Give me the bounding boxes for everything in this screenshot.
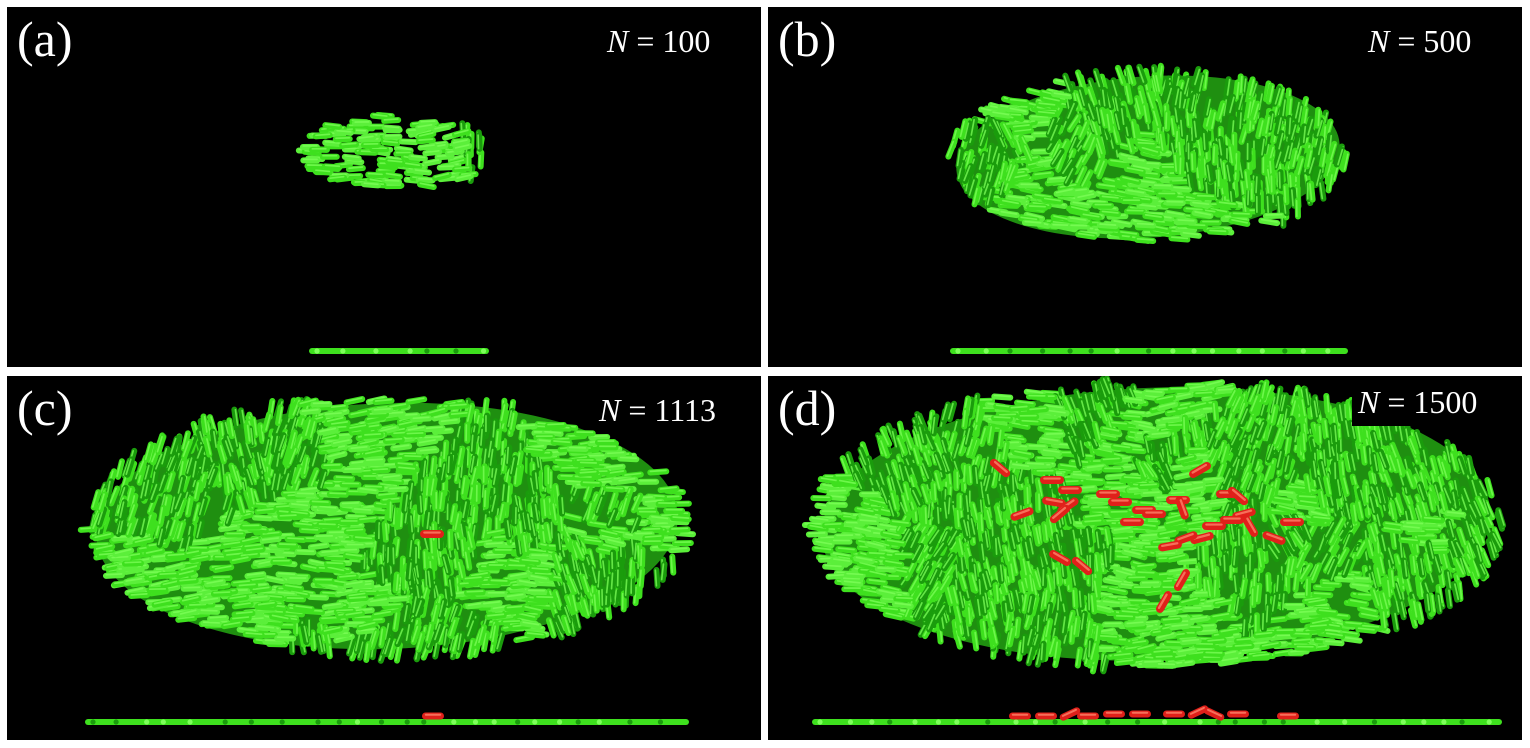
colony-render-d xyxy=(801,376,1507,725)
n-count-label-a: N = 100 xyxy=(607,23,711,59)
colony-render-b xyxy=(945,62,1350,354)
n-count-label-c: N = 1113 xyxy=(599,392,717,428)
panel-c: (c) N = 1113 xyxy=(7,376,761,740)
n-count-label-b: N = 500 xyxy=(1368,23,1472,59)
panel-label-c: (c) xyxy=(17,380,73,436)
n-count-label-d: N = 1500 xyxy=(1352,382,1488,426)
panel-label-b: (b) xyxy=(778,11,837,67)
colony-render-c xyxy=(77,395,696,725)
panel-a: (a) N = 100 xyxy=(7,7,761,367)
panel-b: (b) N = 500 xyxy=(768,7,1522,367)
panel-d: (d) N = 1500 xyxy=(768,376,1522,740)
panel-label-d: (d) xyxy=(778,380,837,436)
panel-label-a: (a) xyxy=(17,11,73,67)
colony-render-a xyxy=(295,111,489,354)
